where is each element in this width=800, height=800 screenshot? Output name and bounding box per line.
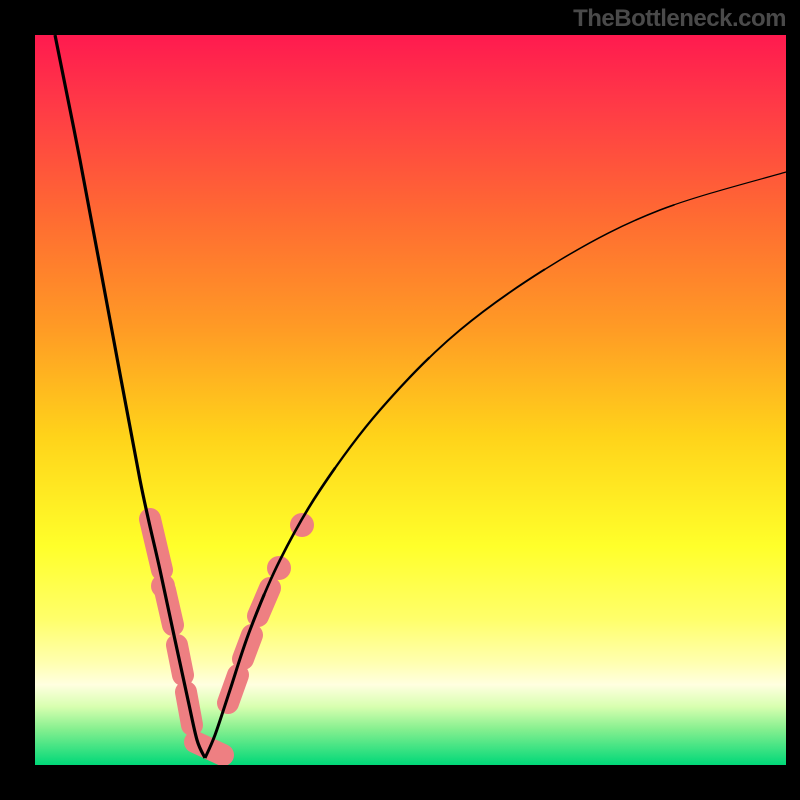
watermark-text: TheBottleneck.com	[573, 5, 786, 33]
bottleneck-chart	[0, 0, 800, 800]
marker-capsule	[150, 519, 162, 570]
frame-border-left	[0, 0, 35, 800]
frame-border-bottom	[0, 765, 800, 800]
chart-frame: TheBottleneck.com	[0, 0, 800, 800]
frame-border-right	[786, 0, 800, 800]
gradient-background	[35, 35, 786, 765]
